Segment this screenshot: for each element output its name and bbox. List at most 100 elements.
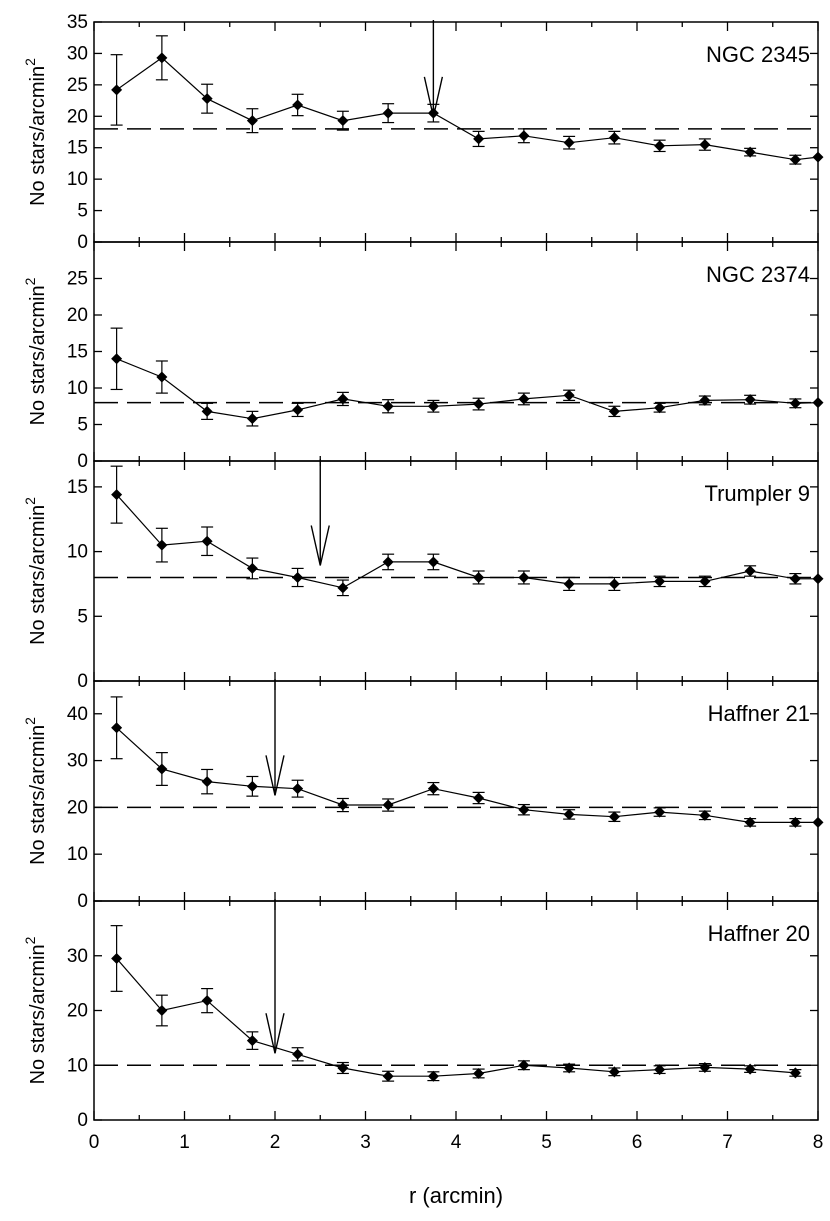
data-point xyxy=(789,397,801,409)
y-tick-label: 10 xyxy=(67,844,88,865)
data-point xyxy=(292,1048,304,1060)
x-tick-label: 3 xyxy=(360,1132,371,1153)
data-point xyxy=(156,539,168,551)
y-axis-title-superscript: 2 xyxy=(22,58,38,66)
data-point xyxy=(427,783,439,795)
y-tick-label: 10 xyxy=(67,169,88,190)
x-tick-label: 1 xyxy=(179,1132,190,1153)
data-point xyxy=(473,571,485,583)
y-axis-title: No stars/arcmin2 xyxy=(22,58,49,206)
data-point xyxy=(473,133,485,145)
data-point xyxy=(382,400,394,412)
data-point xyxy=(246,1035,258,1047)
data-point xyxy=(111,489,123,501)
panel-ngc-2374: 0 5 10 15 20 25 NGC 2374 No stars/arcmin2 xyxy=(22,241,824,472)
panel-haffner-21: 0 10 20 30 40 Haffner 21 No stars/arcmin2 xyxy=(22,679,824,912)
data-point xyxy=(789,573,801,585)
data-point xyxy=(654,140,666,152)
x-tick-label: 0 xyxy=(89,1132,100,1153)
y-axis-title: No stars/arcmin2 xyxy=(22,936,49,1084)
data-point xyxy=(699,809,711,821)
y-axis-title-superscript: 2 xyxy=(22,717,38,725)
data-point xyxy=(201,776,213,788)
x-tick-label: 6 xyxy=(632,1132,643,1153)
data-point xyxy=(246,115,258,127)
data-point xyxy=(201,405,213,417)
x-tick-label: 4 xyxy=(451,1132,462,1153)
data-point xyxy=(473,792,485,804)
data-point xyxy=(608,811,620,823)
y-axis-title-base: No stars/arcmin xyxy=(27,285,49,425)
panel-label: Trumpler 9 xyxy=(704,481,810,506)
core-radius-arrow-head xyxy=(423,76,444,118)
data-point xyxy=(789,1067,801,1079)
y-tick-label: 5 xyxy=(77,415,88,436)
data-point xyxy=(156,1005,168,1016)
y-axis-title-base: No stars/arcmin xyxy=(27,725,49,865)
y-tick-label: 15 xyxy=(67,477,88,498)
y-axis-title-superscript: 2 xyxy=(22,277,38,285)
data-point xyxy=(292,404,304,416)
y-axis-title-base: No stars/arcmin xyxy=(27,66,49,206)
core-radius-arrow-head xyxy=(265,1013,285,1054)
data-point xyxy=(337,582,349,594)
data-point xyxy=(292,783,304,795)
data-point xyxy=(744,394,756,406)
x-tick-label: 5 xyxy=(541,1132,552,1153)
data-point xyxy=(337,799,349,811)
data-point xyxy=(156,763,168,775)
data-point xyxy=(518,571,530,583)
data-point xyxy=(608,132,620,144)
y-tick-label: 10 xyxy=(67,378,88,399)
data-point xyxy=(201,995,213,1007)
data-point xyxy=(111,84,123,96)
data-point xyxy=(789,816,801,828)
y-axis-title-base: No stars/arcmin xyxy=(27,505,49,645)
data-point xyxy=(563,1062,575,1074)
data-point xyxy=(699,575,711,587)
y-axis-title: No stars/arcmin2 xyxy=(22,717,49,865)
x-tick-label: 7 xyxy=(722,1132,733,1153)
data-point xyxy=(337,1062,349,1074)
data-point xyxy=(654,1064,666,1076)
y-tick-label: 30 xyxy=(67,43,88,64)
y-tick-label: 5 xyxy=(77,201,88,222)
data-point xyxy=(563,389,575,401)
data-point xyxy=(156,52,168,64)
panel-haffner-20: 0 10 20 30 Haffner 20 No stars/arcmin2 xyxy=(22,899,819,1131)
y-tick-label: 10 xyxy=(67,1055,88,1076)
data-point xyxy=(608,578,620,590)
panel-label: Haffner 20 xyxy=(708,921,810,946)
data-point xyxy=(518,804,530,816)
data-point xyxy=(654,402,666,414)
core-radius-arrow-head xyxy=(310,525,330,566)
data-point xyxy=(744,565,756,577)
data-point xyxy=(744,146,756,158)
y-tick-label: 40 xyxy=(67,704,88,725)
y-tick-label: 25 xyxy=(67,75,88,96)
y-axis-title-superscript: 2 xyxy=(22,497,38,505)
x-tick-label: 2 xyxy=(270,1132,281,1153)
y-tick-label: 0 xyxy=(77,891,88,912)
data-point xyxy=(744,816,756,828)
panel-label: Haffner 21 xyxy=(708,701,810,726)
data-series-line xyxy=(116,57,819,161)
data-point xyxy=(473,1067,485,1079)
data-series-line xyxy=(116,358,819,420)
data-point xyxy=(789,154,801,166)
data-point xyxy=(111,722,123,734)
y-tick-label: 20 xyxy=(67,106,88,127)
y-axis-title: No stars/arcmin2 xyxy=(22,497,49,645)
y-tick-label: 0 xyxy=(77,1110,88,1131)
data-point xyxy=(518,1059,530,1071)
data-point xyxy=(427,400,439,412)
data-point xyxy=(563,137,575,149)
data-point xyxy=(382,556,394,568)
y-tick-label: 10 xyxy=(67,542,88,563)
panel-label: NGC 2345 xyxy=(706,42,810,67)
y-tick-label: 30 xyxy=(67,946,88,967)
data-point xyxy=(563,808,575,820)
y-tick-label: 15 xyxy=(67,342,88,363)
data-point xyxy=(608,405,620,417)
